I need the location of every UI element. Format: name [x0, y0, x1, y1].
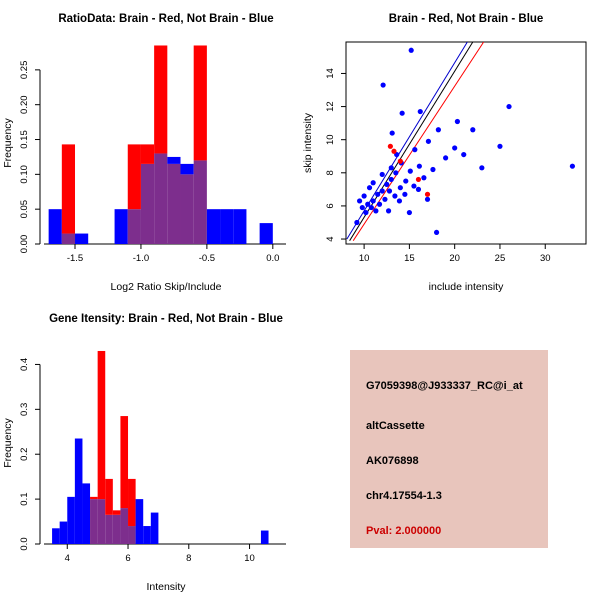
- svg-text:15: 15: [404, 253, 415, 264]
- svg-text:Log2 Ratio Skip/Include: Log2 Ratio Skip/Include: [111, 281, 222, 293]
- svg-text:0.15: 0.15: [19, 130, 30, 149]
- svg-text:0.05: 0.05: [19, 200, 30, 219]
- svg-text:4: 4: [325, 236, 336, 241]
- svg-text:6: 6: [125, 553, 130, 564]
- locus-text: chr4.17554-1.3: [366, 490, 442, 502]
- svg-text:8: 8: [186, 553, 191, 564]
- panel-intensity-scatter: Brain - Red, Not Brain - Blue include int…: [300, 0, 600, 300]
- svg-text:0.4: 0.4: [19, 358, 30, 371]
- svg-text:12: 12: [325, 101, 336, 112]
- probe-id-text: G7059398@J933337_RC@i_at: [366, 380, 523, 392]
- svg-text:14: 14: [325, 68, 336, 79]
- svg-text:Frequency: Frequency: [2, 417, 14, 467]
- pval-text: Pval: 2.000000: [366, 525, 442, 537]
- svg-text:0.10: 0.10: [19, 165, 30, 184]
- svg-text:-0.5: -0.5: [199, 253, 215, 264]
- svg-text:Frequency: Frequency: [2, 117, 14, 167]
- gene-info-box: G7059398@J933337_RC@i_at altCassette AK0…: [350, 350, 548, 548]
- svg-text:6: 6: [325, 203, 336, 208]
- svg-text:include intensity: include intensity: [429, 281, 504, 293]
- splice-type-text: altCassette: [366, 420, 425, 432]
- gene-intensity-histogram-chart: Gene Itensity: Brain - Red, Not Brain - …: [2, 313, 286, 593]
- svg-text:skip intensity: skip intensity: [302, 112, 314, 173]
- svg-text:8: 8: [325, 170, 336, 175]
- svg-text:0.0: 0.0: [266, 253, 279, 264]
- svg-text:4: 4: [65, 553, 70, 564]
- svg-text:RatioData: Brain - Red, Not Br: RatioData: Brain - Red, Not Brain - Blue: [58, 13, 273, 25]
- svg-text:20: 20: [449, 253, 460, 264]
- svg-text:10: 10: [244, 553, 255, 564]
- svg-text:-1.0: -1.0: [133, 253, 149, 264]
- svg-text:30: 30: [540, 253, 551, 264]
- svg-text:-1.5: -1.5: [67, 253, 83, 264]
- svg-text:25: 25: [495, 253, 506, 264]
- intensity-scatter-chart: Brain - Red, Not Brain - Blue include int…: [302, 13, 587, 293]
- ratio-histogram-chart: RatioData: Brain - Red, Not Brain - Blue…: [2, 13, 286, 293]
- svg-text:Gene Itensity: Brain - Red, No: Gene Itensity: Brain - Red, Not Brain - …: [49, 313, 283, 325]
- svg-text:0.00: 0.00: [19, 235, 30, 254]
- panel-gene-intensity-histogram: Gene Itensity: Brain - Red, Not Brain - …: [0, 300, 300, 600]
- svg-text:Intensity: Intensity: [146, 581, 186, 593]
- svg-text:0.2: 0.2: [19, 448, 30, 461]
- svg-text:10: 10: [325, 134, 336, 145]
- svg-text:0.25: 0.25: [19, 61, 30, 80]
- svg-text:0.20: 0.20: [19, 95, 30, 114]
- accession-text: AK076898: [366, 455, 419, 467]
- svg-text:10: 10: [359, 253, 370, 264]
- svg-text:0.0: 0.0: [19, 537, 30, 550]
- svg-text:0.3: 0.3: [19, 403, 30, 416]
- panel-gene-info: G7059398@J933337_RC@i_at altCassette AK0…: [300, 300, 600, 600]
- panel-ratio-histogram: RatioData: Brain - Red, Not Brain - Blue…: [0, 0, 300, 300]
- svg-text:0.1: 0.1: [19, 493, 30, 506]
- svg-text:Brain - Red, Not Brain - Blue: Brain - Red, Not Brain - Blue: [389, 13, 544, 25]
